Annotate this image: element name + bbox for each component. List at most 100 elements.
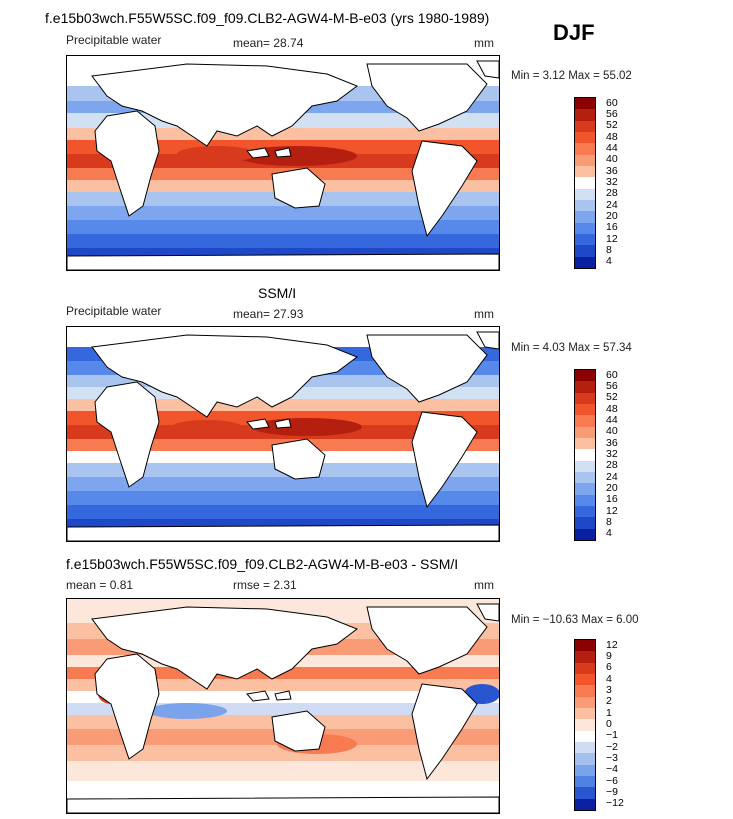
panel-3-map — [66, 598, 500, 814]
colorbar-tick-label: 9 — [606, 650, 612, 662]
continent-outline — [274, 418, 292, 429]
colorbar-tick-label: 12 — [606, 638, 618, 651]
colorbar-tick-label: 8 — [606, 516, 612, 528]
panel-1-field: Precipitable water — [66, 33, 162, 47]
figure-title: f.e15b03wch.F55W5SC.f09_f09.CLB2-AGW4-M-… — [45, 10, 490, 26]
colorbar-tick-label: 44 — [606, 414, 618, 426]
colorbar-swatch — [575, 471, 595, 484]
colorbar-swatch — [575, 730, 595, 742]
field-band — [67, 220, 499, 234]
continent-outline — [366, 606, 488, 675]
colorbar-tick-label: 52 — [606, 391, 618, 404]
colorbar-swatch — [575, 449, 595, 461]
panel-3-minmax: Min = −10.63 Max = 6.00 — [511, 614, 639, 626]
colorbar-swatch — [575, 494, 595, 506]
field-band — [67, 745, 499, 761]
continent-outline — [271, 438, 326, 480]
colorbar-swatch — [575, 662, 595, 674]
colorbar-swatch — [575, 707, 595, 720]
colorbar-swatch — [575, 460, 595, 472]
panel-1-colorbar-ticks: 60 56 52 48 44 40 36 32 28 24 20 16 12 8 4 — [606, 97, 636, 267]
continent-outline — [246, 147, 270, 159]
continent-outline — [476, 603, 499, 622]
colorbar-swatch — [575, 741, 595, 754]
colorbar-swatch — [575, 505, 595, 518]
colorbar-swatch — [575, 245, 595, 257]
colorbar-tick-label: 0 — [606, 718, 612, 730]
colorbar-tick-label: 60 — [606, 368, 618, 381]
colorbar-tick-label: 20 — [606, 482, 618, 494]
colorbar-swatch — [575, 640, 595, 652]
panel-1-mean: mean= 28.74 — [233, 36, 304, 50]
colorbar-swatch — [575, 131, 595, 144]
field-band — [67, 234, 499, 248]
colorbar-tick-label: 52 — [606, 119, 618, 132]
colorbar-tick-label: 4 — [606, 527, 612, 540]
colorbar-swatch — [575, 143, 595, 155]
field-anomaly — [172, 420, 242, 434]
field-band — [67, 505, 499, 519]
colorbar-swatch — [575, 415, 595, 427]
colorbar-swatch — [575, 673, 595, 686]
colorbar-tick-label: 24 — [606, 198, 618, 211]
colorbar-swatch — [575, 165, 595, 178]
colorbar-tick-label: 12 — [606, 232, 618, 245]
colorbar-swatch — [575, 403, 595, 416]
panel-3-units: mm — [474, 578, 494, 592]
continent-outline — [94, 653, 160, 760]
field-band — [67, 206, 499, 220]
continent-outline — [94, 110, 160, 217]
continent-outline — [274, 147, 292, 158]
colorbar-tick-label: 28 — [606, 459, 618, 472]
colorbar-tick-label: 32 — [606, 448, 618, 460]
colorbar-tick-label: −4 — [606, 763, 618, 776]
field-band — [67, 128, 499, 140]
season-label: DJF — [553, 20, 595, 45]
colorbar-swatch — [575, 392, 595, 404]
colorbar-tick-label: −6 — [606, 774, 618, 787]
panel-1-map — [66, 55, 500, 271]
field-band — [67, 761, 499, 781]
panel-2-mean: mean= 27.93 — [233, 307, 304, 321]
field-anomaly — [177, 146, 257, 162]
panel-3-colorbar — [574, 639, 596, 811]
colorbar-swatch — [575, 98, 595, 110]
panel-2-minmax: Min = 4.03 Max = 57.34 — [511, 342, 632, 354]
colorbar-tick-label: 40 — [606, 153, 618, 166]
colorbar-tick-label: 4 — [606, 255, 612, 268]
panel-2-colorbar-ticks: 60 56 52 48 44 40 36 32 28 24 20 16 12 8 4 — [606, 369, 636, 539]
colorbar-swatch — [575, 719, 595, 731]
colorbar-tick-label: 56 — [606, 380, 618, 392]
colorbar-tick-label: 48 — [606, 402, 618, 415]
panel-3-colorbar-ticks: 12 9 6 4 3 2 1 0 −1 −2 −3 −4 −6 −9 −12 — [606, 639, 636, 809]
colorbar-tick-label: 6 — [606, 661, 612, 674]
colorbar-tick-label: 56 — [606, 108, 618, 120]
field-band — [67, 477, 499, 491]
colorbar-swatch — [575, 109, 595, 121]
colorbar-tick-label: −1 — [606, 729, 618, 742]
colorbar-swatch — [575, 517, 595, 529]
colorbar-swatch — [575, 764, 595, 776]
colorbar-swatch — [575, 426, 595, 438]
colorbar-tick-label: −9 — [606, 786, 618, 798]
colorbar-tick-label: 28 — [606, 187, 618, 200]
colorbar-tick-label: −12 — [606, 797, 624, 810]
colorbar-swatch — [575, 211, 595, 223]
continent-outline — [67, 796, 499, 813]
panel-1-map-svg — [67, 56, 499, 270]
colorbar-tick-label: 8 — [606, 244, 612, 256]
colorbar-tick-label: 32 — [606, 176, 618, 188]
field-band — [67, 411, 499, 425]
colorbar-tick-label: 48 — [606, 130, 618, 143]
colorbar-tick-label: 16 — [606, 493, 618, 506]
colorbar-swatch — [575, 199, 595, 212]
continent-outline — [274, 690, 292, 701]
continent-outline — [271, 710, 326, 752]
continent-outline — [246, 690, 270, 702]
field-anomaly — [464, 684, 499, 704]
colorbar-tick-label: 12 — [606, 504, 618, 517]
continent-outline — [67, 524, 499, 541]
panel-2-map-svg — [67, 327, 499, 541]
colorbar-tick-label: 4 — [606, 672, 612, 685]
colorbar-swatch — [575, 188, 595, 200]
